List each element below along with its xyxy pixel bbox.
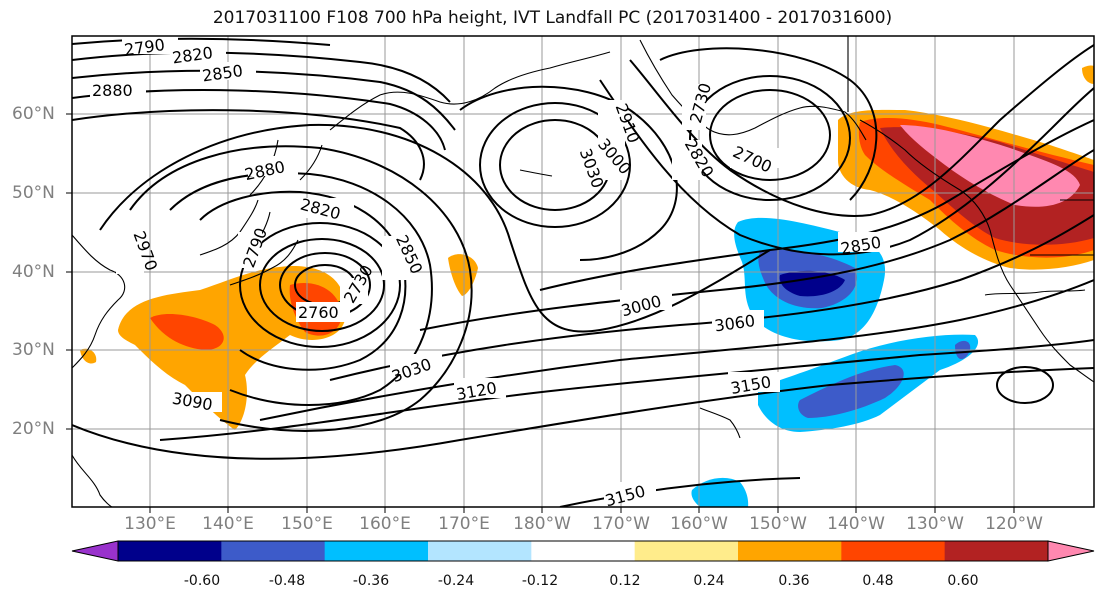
colorbar-extend-high xyxy=(1047,540,1095,562)
lon-label: 160°E xyxy=(359,514,411,534)
contour-label: 2880 xyxy=(92,81,133,100)
lon-label: 140°E xyxy=(202,514,254,534)
colorbar-tick-label: -0.36 xyxy=(352,573,390,589)
colorbar-tick-label: 0.60 xyxy=(947,573,979,589)
lon-label: 160°W xyxy=(670,514,728,534)
colorbar xyxy=(71,540,1095,562)
lat-label: 30°N xyxy=(12,340,55,360)
lon-label: 130°E xyxy=(124,514,176,534)
colorbar-tick-label: -0.60 xyxy=(183,573,221,589)
colorbar-swatch xyxy=(118,541,222,561)
lon-label: 170°E xyxy=(438,514,490,534)
ivt-negative xyxy=(691,217,979,507)
axis-ticks xyxy=(66,113,1015,513)
colorbar-swatch xyxy=(221,541,326,561)
colorbar-swatch xyxy=(634,541,739,561)
colorbar-tick-label: -0.48 xyxy=(268,573,306,589)
colorbar-swatch xyxy=(944,541,1049,561)
lon-label: 150°W xyxy=(749,514,807,534)
lon-label: 150°E xyxy=(281,514,333,534)
lon-label: 120°W xyxy=(985,514,1043,534)
colorbar-swatch xyxy=(428,541,532,561)
colorbar-tick-label: 0.48 xyxy=(862,573,894,589)
lat-label: 50°N xyxy=(12,183,55,203)
height-contours xyxy=(72,37,1094,507)
lon-label: 130°W xyxy=(906,514,964,534)
colorbar-swatch xyxy=(738,541,842,561)
ivt-positive-west xyxy=(80,254,478,430)
colorbar-tick-label: -0.12 xyxy=(521,573,559,589)
lon-label: 140°W xyxy=(827,514,885,534)
lat-label: 60°N xyxy=(12,104,55,124)
colorbar-tick-label: 0.36 xyxy=(778,573,810,589)
colorbar-border xyxy=(117,540,1049,562)
lon-label: 180°W xyxy=(513,514,571,534)
colorbar-swatch xyxy=(324,541,429,561)
colorbar-tick-label: 0.12 xyxy=(609,573,641,589)
colorbar-swatch xyxy=(841,541,946,561)
lat-label: 40°N xyxy=(12,262,55,282)
colorbar-tick-label: -0.24 xyxy=(437,573,475,589)
colorbar-tick-label: 0.24 xyxy=(693,573,725,589)
contour-label: 2760 xyxy=(298,303,339,322)
map-title: 2017031100 F108 700 hPa height, IVT Land… xyxy=(212,8,893,28)
colorbar-swatch xyxy=(531,541,636,561)
colorbar-extend-low xyxy=(71,540,119,562)
lat-label: 20°N xyxy=(12,419,55,439)
lon-label: 170°W xyxy=(592,514,650,534)
